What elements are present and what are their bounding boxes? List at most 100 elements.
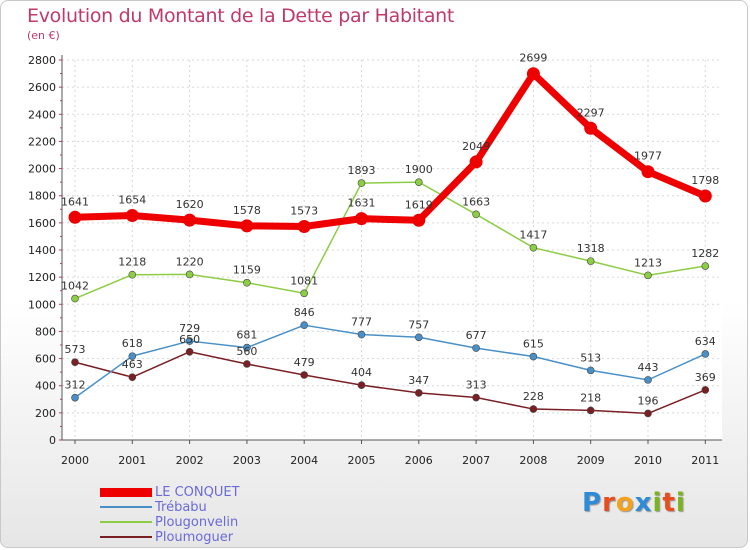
data-label-ploumoguer: 573 [65, 343, 86, 356]
data-label-le-conquet: 1573 [290, 205, 318, 218]
data-point-plougonvelin [243, 278, 251, 287]
data-point-ploumoguer [300, 371, 309, 379]
y-tick-label: 400 [35, 380, 56, 393]
data-point-plougonvelin [472, 210, 480, 219]
data-label-trebabu: 777 [351, 316, 372, 329]
data-label-plougonvelin: 1220 [176, 255, 204, 268]
x-tick-label: 2007 [462, 454, 490, 467]
series-line-plougonvelin [74, 181, 707, 300]
data-label-trebabu: 443 [638, 361, 659, 374]
data-point-le-conquet [412, 213, 426, 227]
data-label-le-conquet: 2699 [519, 52, 547, 65]
data-label-ploumoguer: 560 [236, 345, 257, 358]
x-tick-label: 2010 [634, 454, 662, 467]
data-label-ploumoguer: 650 [179, 333, 200, 346]
y-tick-label: 200 [35, 407, 56, 420]
y-tick-label: 1200 [28, 271, 56, 284]
data-label-plougonvelin: 1893 [348, 164, 376, 177]
y-tick-label: 1000 [28, 298, 56, 311]
data-label-le-conquet: 1619 [405, 198, 433, 211]
legend-swatch [100, 521, 152, 523]
data-label-ploumoguer: 228 [523, 390, 544, 403]
data-label-trebabu: 615 [523, 338, 544, 351]
data-point-trebabu [644, 376, 652, 384]
data-point-plougonvelin [357, 179, 366, 187]
x-tick-label: 2009 [577, 454, 605, 467]
data-label-trebabu: 634 [695, 335, 716, 348]
legend-label: Plougonvelin [155, 515, 239, 530]
logo-letter: t [662, 488, 676, 518]
data-label-trebabu: 618 [122, 337, 143, 350]
y-tick-label: 800 [35, 325, 56, 338]
series-line-ploumoguer [74, 351, 707, 415]
data-point-plougonvelin [128, 270, 137, 279]
data-point-le-conquet [355, 212, 368, 226]
data-label-trebabu: 846 [294, 306, 315, 319]
data-point-ploumoguer [185, 347, 194, 356]
data-point-ploumoguer [71, 358, 79, 367]
data-label-ploumoguer: 404 [351, 366, 372, 379]
data-label-plougonvelin: 1081 [290, 274, 318, 287]
logo-letter: r [602, 488, 616, 518]
x-tick-label: 2008 [519, 454, 547, 467]
data-point-ploumoguer [414, 389, 423, 397]
data-label-le-conquet: 1620 [176, 198, 204, 211]
data-point-plougonvelin [414, 178, 423, 186]
data-label-trebabu: 729 [179, 322, 200, 335]
data-label-le-conquet: 1578 [233, 204, 261, 217]
y-tick-label: 0 [49, 434, 56, 447]
data-point-trebabu [128, 352, 137, 360]
data-label-ploumoguer: 347 [408, 374, 429, 387]
data-point-le-conquet [469, 155, 483, 169]
data-point-ploumoguer [472, 393, 480, 402]
x-tick-label: 2001 [118, 454, 146, 467]
data-label-plougonvelin: 1218 [118, 256, 146, 269]
legend-swatch [100, 536, 152, 538]
series-line-trebabu [74, 324, 707, 399]
data-point-le-conquet [68, 210, 82, 224]
data-point-trebabu [71, 393, 79, 402]
data-point-le-conquet [526, 67, 540, 81]
data-point-trebabu [357, 330, 366, 339]
data-label-le-conquet: 1641 [61, 195, 89, 208]
series-line-le-conquet [71, 70, 709, 231]
data-label-ploumoguer: 313 [466, 379, 487, 392]
data-point-ploumoguer [529, 405, 538, 413]
data-point-le-conquet [584, 121, 598, 135]
data-label-ploumoguer: 369 [695, 371, 716, 384]
data-label-trebabu: 312 [65, 379, 86, 392]
y-tick-label: 2000 [28, 163, 56, 176]
y-tick-label: 2200 [28, 135, 56, 148]
data-label-le-conquet: 1798 [691, 174, 719, 187]
data-label-ploumoguer: 479 [294, 356, 315, 369]
data-point-trebabu [472, 344, 480, 352]
data-point-le-conquet [641, 165, 655, 179]
legend-swatch [100, 487, 152, 497]
y-tick-label: 2800 [28, 54, 56, 67]
data-point-ploumoguer [128, 373, 137, 381]
data-point-ploumoguer [586, 406, 595, 415]
data-point-trebabu [185, 337, 194, 345]
data-label-plougonvelin: 1417 [519, 229, 547, 242]
x-tick-label: 2004 [290, 454, 318, 467]
legend-label: Ploumoguer [155, 530, 234, 545]
data-point-plougonvelin [701, 262, 710, 270]
legend-label: LE CONQUET [155, 485, 240, 500]
data-label-trebabu: 681 [236, 329, 257, 342]
data-label-trebabu: 677 [466, 329, 487, 342]
x-tick-label: 2006 [405, 454, 433, 467]
proxiti-logo: Proxiti [582, 488, 686, 518]
logo-letter: o [615, 488, 635, 518]
y-tick-label: 2600 [28, 81, 56, 94]
logo-letter: x [634, 488, 653, 518]
data-point-ploumoguer [701, 386, 710, 394]
data-label-le-conquet: 1654 [118, 194, 146, 207]
data-point-plougonvelin [529, 243, 538, 252]
legend-label: Trébabu [155, 500, 207, 515]
data-point-plougonvelin [300, 289, 309, 298]
data-label-le-conquet: 1977 [634, 150, 662, 163]
data-point-trebabu [243, 343, 251, 352]
data-label-trebabu: 757 [408, 318, 429, 331]
chart-title: Evolution du Montant de la Dette par Hab… [27, 5, 455, 27]
data-point-le-conquet [125, 209, 139, 223]
